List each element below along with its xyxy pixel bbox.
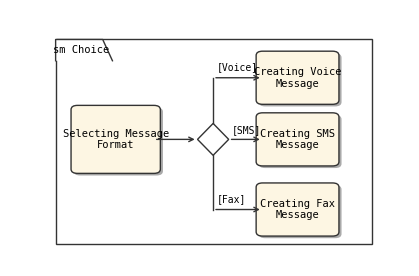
Text: Creating Voice
Message: Creating Voice Message bbox=[254, 67, 341, 89]
Polygon shape bbox=[197, 123, 229, 155]
Text: [Voice]: [Voice] bbox=[216, 62, 258, 72]
FancyBboxPatch shape bbox=[259, 115, 341, 168]
FancyBboxPatch shape bbox=[259, 185, 341, 238]
FancyBboxPatch shape bbox=[256, 113, 339, 166]
Text: Creating Fax
Message: Creating Fax Message bbox=[260, 199, 335, 220]
FancyBboxPatch shape bbox=[71, 105, 160, 173]
FancyBboxPatch shape bbox=[259, 53, 341, 107]
FancyBboxPatch shape bbox=[74, 108, 163, 176]
Text: [SMS]: [SMS] bbox=[232, 125, 261, 135]
Text: sm Choice: sm Choice bbox=[54, 45, 110, 55]
FancyBboxPatch shape bbox=[256, 183, 339, 236]
Polygon shape bbox=[56, 39, 112, 61]
FancyBboxPatch shape bbox=[256, 51, 339, 104]
Text: Selecting Message
Format: Selecting Message Format bbox=[62, 129, 169, 150]
Text: [Fax]: [Fax] bbox=[216, 194, 246, 204]
Text: Creating SMS
Message: Creating SMS Message bbox=[260, 129, 335, 150]
